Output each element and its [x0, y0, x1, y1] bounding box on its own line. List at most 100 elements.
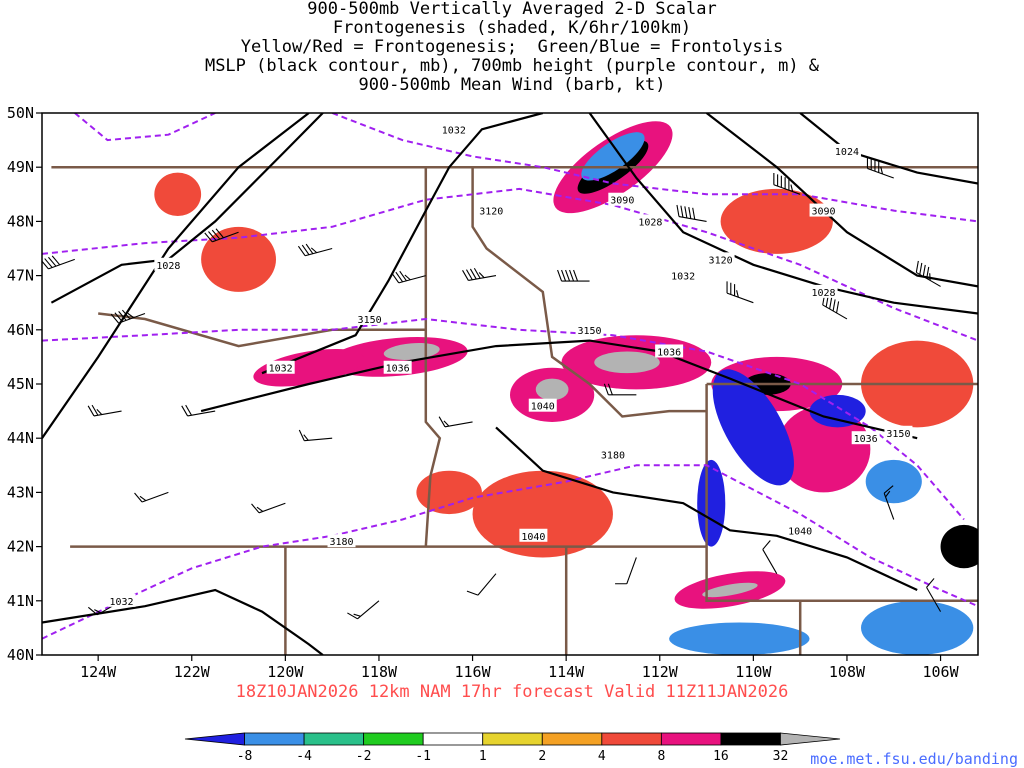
wind-barb: [462, 267, 497, 282]
wind-barb: [87, 404, 122, 417]
chart-title-line-2: Frontogenesis (shaded, K/6hr/100km): [332, 18, 692, 38]
mslp-contour: [495, 426, 918, 591]
valid-time-line: 18Z10JAN2026 12km NAM 17hr forecast Vali…: [235, 682, 789, 702]
contour-label-bg: [519, 528, 548, 542]
wind-barb: [181, 404, 216, 417]
barb-feather: [211, 229, 221, 240]
contour-label: 1028: [156, 261, 180, 272]
y-tick-label: 48N: [7, 212, 34, 230]
frontolysis-cell: [712, 369, 794, 486]
colorbar-swatch: [303, 732, 365, 746]
x-tick-label: 118W: [361, 663, 398, 681]
contour-label: 3090: [610, 196, 634, 207]
barb-feather: [121, 309, 131, 320]
barb-staff: [883, 493, 895, 520]
y-tick-label: 42N: [7, 538, 34, 556]
contour-label: 3180: [601, 450, 625, 461]
barb-staff: [304, 437, 333, 442]
state-border: [424, 167, 442, 547]
x-tick-label: 114W: [548, 663, 585, 681]
wind-barb: [915, 260, 941, 287]
barb-feather: [565, 269, 571, 282]
frontogenesis-cell: [535, 378, 569, 401]
colorbar-label: -4: [296, 749, 312, 764]
barb-feather: [790, 184, 794, 192]
contour-label: 1028: [812, 288, 836, 299]
contour-label-bg: [851, 431, 880, 445]
barb-feather: [114, 312, 123, 323]
barb-feather: [462, 270, 469, 281]
contour-label-bg: [477, 203, 506, 217]
contour-label-bg: [439, 122, 468, 136]
barb-feather: [692, 207, 696, 220]
colorbar-swatch: [780, 732, 841, 746]
plot-area: 1032 3090 1028 3120 3090 1024 1028 3120 1032 1028…: [42, 113, 978, 655]
barb-staff: [444, 421, 473, 428]
chart-title-line-4: MSLP (black contour, mb), 700mb height (…: [204, 56, 820, 76]
y-tick-label: 47N: [7, 267, 34, 285]
colorbar-swatch: [541, 732, 603, 746]
barb-feather: [310, 247, 318, 254]
colorbar-swatch: [720, 732, 781, 746]
contour-label-bg: [575, 322, 604, 336]
contour-label-bg: [598, 447, 627, 461]
mslp-contour: [588, 113, 978, 315]
barb-feather: [139, 495, 147, 502]
barb-staff: [141, 491, 169, 503]
barb-staff: [926, 587, 942, 612]
barb-feather: [96, 408, 103, 415]
x-tick-label: 112W: [642, 663, 679, 681]
height-contour: [74, 113, 216, 142]
colorbar-label: 4: [598, 749, 606, 764]
colorbar-swatch: [601, 732, 662, 746]
mslp-contour: [42, 113, 310, 439]
barb-feather: [926, 266, 930, 279]
barb-feather: [185, 404, 193, 416]
frontogenesis-cell: [776, 405, 871, 493]
barb-staff: [48, 258, 75, 270]
barb-feather: [215, 228, 224, 239]
barb-feather: [297, 245, 306, 257]
colorbar-swatch: [422, 732, 484, 746]
barb-feather: [94, 609, 102, 614]
barb-feather: [915, 260, 919, 273]
frontolysis-cell: [861, 600, 974, 655]
contour-label-bg: [832, 143, 861, 157]
barb-feather: [134, 492, 143, 503]
barb-feather: [561, 269, 567, 282]
x-tick-label: 124W: [80, 663, 117, 681]
wind-barb: [438, 416, 473, 428]
y-tick-label: 45N: [7, 375, 34, 393]
frontolysis-cell: [697, 459, 726, 547]
contour-labels: 1032 3090 1028 3120 3090 1024 1028 3120 1032 1028…: [107, 122, 913, 608]
state-border: [471, 167, 707, 418]
contour-label-bg: [786, 523, 815, 537]
mslp-contour: [705, 113, 978, 288]
barb-feather: [305, 243, 314, 254]
wind-barb: [603, 383, 637, 396]
barb-feather: [607, 383, 613, 396]
mslp-contour: [261, 113, 544, 375]
contour-label: 1036: [386, 364, 410, 375]
x-tick-label: 116W: [454, 663, 491, 681]
barb-staff: [773, 184, 801, 195]
y-tick-label: 46N: [7, 321, 34, 339]
y-tick-label: 40N: [7, 646, 34, 664]
barb-feather: [736, 290, 739, 298]
colorbar-label: 1: [479, 749, 487, 764]
barb-staff: [304, 247, 333, 257]
contour-label-bg: [706, 252, 735, 266]
x-tick-label: 120W: [267, 663, 304, 681]
colorbar-label: 8: [657, 749, 665, 764]
barb-feather: [87, 606, 98, 616]
contour-label-bg: [809, 284, 838, 298]
wind-barb: [347, 600, 380, 620]
height-700mb-contours: [42, 113, 978, 640]
credit-link[interactable]: moe.met.fsu.edu/banding: [810, 750, 1018, 768]
x-tick-label: 122W: [174, 663, 211, 681]
barb-feather: [127, 312, 135, 319]
barb-feather: [204, 232, 213, 243]
colorbar-swatch: [244, 732, 305, 746]
frontogenesis-cell: [702, 582, 758, 598]
contour-label: 3150: [578, 326, 602, 337]
